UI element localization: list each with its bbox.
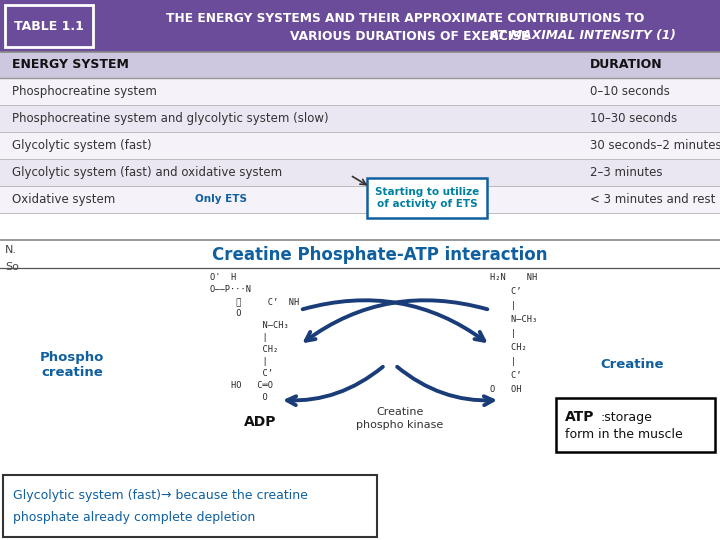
Text: TABLE 1.1: TABLE 1.1 <box>14 19 84 32</box>
Text: phosphate already complete depletion: phosphate already complete depletion <box>13 510 256 523</box>
Text: C’: C’ <box>490 372 521 381</box>
Text: 30 seconds–2 minutes: 30 seconds–2 minutes <box>590 139 720 152</box>
Bar <box>0 78 720 105</box>
Text: |: | <box>210 334 268 342</box>
Text: N–CH₃: N–CH₃ <box>490 315 537 325</box>
Text: 0–10 seconds: 0–10 seconds <box>590 85 670 98</box>
Bar <box>0 0 720 52</box>
Text: < 3 minutes and rest: < 3 minutes and rest <box>590 193 716 206</box>
Text: VARIOUS DURATIONS OF EXERCISE: VARIOUS DURATIONS OF EXERCISE <box>290 30 534 43</box>
Text: Phosphocreatine system: Phosphocreatine system <box>12 85 157 98</box>
Text: HO   C═O: HO C═O <box>210 381 273 390</box>
Text: Starting to utilize
of activity of ETS: Starting to utilize of activity of ETS <box>375 187 479 209</box>
Text: ATP: ATP <box>565 410 595 424</box>
Text: :storage: :storage <box>600 410 652 423</box>
Text: 10–30 seconds: 10–30 seconds <box>590 112 678 125</box>
Bar <box>0 132 720 159</box>
Text: Creatine Phosphate-ATP interaction: Creatine Phosphate-ATP interaction <box>212 246 548 264</box>
Text: ENERGY SYSTEM: ENERGY SYSTEM <box>12 58 129 71</box>
Text: C’: C’ <box>490 287 521 296</box>
Text: |: | <box>490 329 516 339</box>
Text: Phosphocreatine system and glycolytic system (slow): Phosphocreatine system and glycolytic sy… <box>12 112 328 125</box>
Bar <box>0 105 720 132</box>
Text: ∥     C’  NH: ∥ C’ NH <box>210 298 300 307</box>
Text: O: O <box>210 309 241 319</box>
Text: AT MAXIMAL INTENSITY (1): AT MAXIMAL INTENSITY (1) <box>490 30 677 43</box>
Text: H₂N    NH: H₂N NH <box>490 273 537 282</box>
Text: 2–3 minutes: 2–3 minutes <box>590 166 662 179</box>
Text: Phospho
creatine: Phospho creatine <box>40 351 104 379</box>
Text: O––P···N: O––P···N <box>210 286 252 294</box>
Text: C’: C’ <box>210 369 273 379</box>
FancyBboxPatch shape <box>5 5 93 47</box>
Text: Glycolytic system (fast) and oxidative system: Glycolytic system (fast) and oxidative s… <box>12 166 282 179</box>
Text: Oxidative system: Oxidative system <box>12 193 115 206</box>
Text: Creatine: Creatine <box>600 359 664 372</box>
Text: N.: N. <box>5 245 17 255</box>
Text: Only ETS: Only ETS <box>195 194 247 205</box>
Text: |: | <box>490 357 516 367</box>
Text: ADP: ADP <box>244 415 276 429</box>
Text: N–CH₃: N–CH₃ <box>210 321 289 330</box>
Text: DURATION: DURATION <box>590 58 662 71</box>
Text: O: O <box>210 394 268 402</box>
Text: |: | <box>490 301 516 310</box>
FancyBboxPatch shape <box>3 475 377 537</box>
Text: Glycolytic system (fast): Glycolytic system (fast) <box>12 139 152 152</box>
Text: O   OH: O OH <box>490 386 521 395</box>
Text: Creatine: Creatine <box>377 407 423 417</box>
Text: |: | <box>210 357 268 367</box>
Text: CH₂: CH₂ <box>490 343 527 353</box>
Bar <box>0 159 720 186</box>
Text: phospho kinase: phospho kinase <box>356 420 444 430</box>
Bar <box>0 52 720 78</box>
Text: O'  H: O' H <box>210 273 236 282</box>
Text: CH₂: CH₂ <box>210 346 278 354</box>
Bar <box>0 186 720 213</box>
Text: So: So <box>5 262 19 272</box>
FancyBboxPatch shape <box>556 398 715 452</box>
FancyBboxPatch shape <box>367 178 487 218</box>
Text: THE ENERGY SYSTEMS AND THEIR APPROXIMATE CONTRIBUTIONS TO: THE ENERGY SYSTEMS AND THEIR APPROXIMATE… <box>166 11 644 24</box>
Text: form in the muscle: form in the muscle <box>565 428 683 441</box>
Bar <box>0 240 720 540</box>
Text: Glycolytic system (fast)→ because the creatine: Glycolytic system (fast)→ because the cr… <box>13 489 308 502</box>
